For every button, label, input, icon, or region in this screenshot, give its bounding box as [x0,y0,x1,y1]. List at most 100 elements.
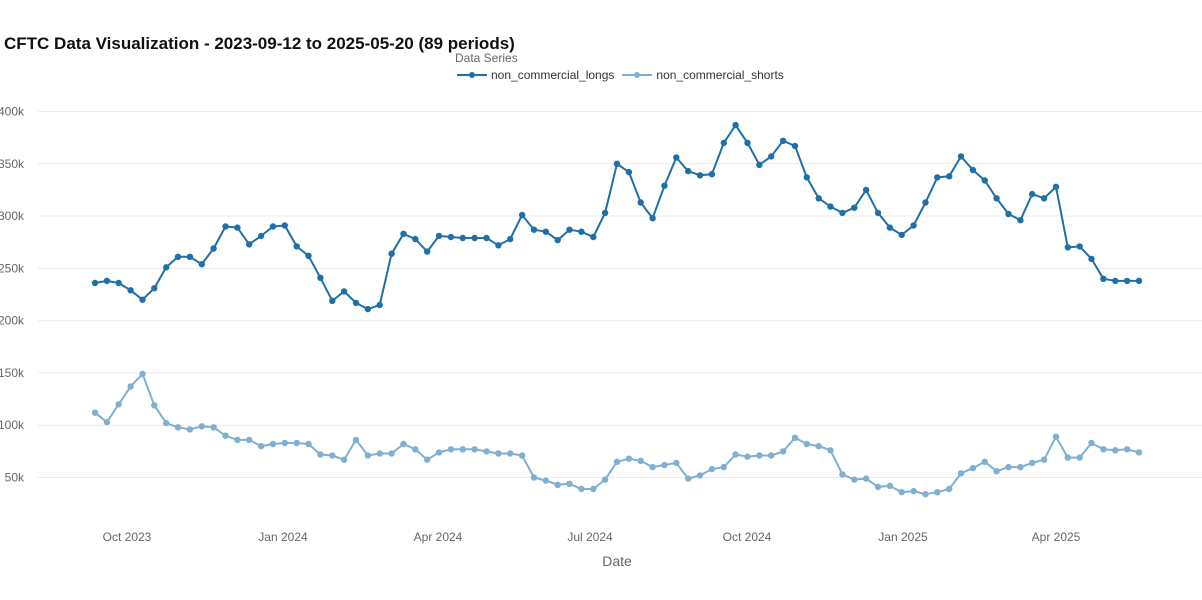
data-point[interactable] [910,222,917,229]
data-point[interactable] [1088,255,1095,263]
data-point[interactable] [530,474,538,481]
data-point[interactable] [1112,277,1119,285]
data-point[interactable] [922,199,929,206]
data-point[interactable] [744,453,751,460]
data-point[interactable] [696,172,704,179]
data-point[interactable] [459,234,466,242]
data-point[interactable] [756,161,763,168]
data-point[interactable] [922,491,929,498]
data-point[interactable] [447,446,455,453]
data-point[interactable] [400,230,407,237]
data-point[interactable] [281,439,288,447]
data-point[interactable] [981,458,988,465]
data-point[interactable] [661,182,668,189]
data-point[interactable] [957,153,965,160]
data-point[interactable] [186,253,194,260]
data-point[interactable] [495,450,502,457]
data-point[interactable] [1040,456,1048,463]
data-point[interactable] [969,166,977,174]
data-point[interactable] [1076,243,1083,250]
data-point[interactable] [210,424,217,431]
data-point[interactable] [1112,447,1119,454]
data-point[interactable] [1100,275,1107,282]
data-point[interactable] [376,450,383,457]
data-point[interactable] [530,226,538,233]
data-point[interactable] [305,252,312,259]
data-point[interactable] [839,471,846,478]
data-point[interactable] [424,456,431,463]
data-point[interactable] [993,195,1000,202]
data-point[interactable] [601,476,609,483]
data-point[interactable] [293,243,300,250]
data-point[interactable] [495,242,502,249]
data-point[interactable] [957,470,965,477]
data-point[interactable] [246,436,253,444]
data-point[interactable] [969,464,977,472]
data-point[interactable] [483,234,490,242]
data-point[interactable] [115,401,122,408]
data-point[interactable] [673,459,680,467]
data-point[interactable] [115,279,122,287]
data-point[interactable] [779,448,787,455]
data-point[interactable] [198,261,205,268]
data-point[interactable] [507,235,514,243]
data-point[interactable] [720,139,727,147]
data-point[interactable] [934,174,941,181]
data-point[interactable] [637,199,644,206]
data-point[interactable] [329,297,336,304]
data-point[interactable] [839,209,846,217]
data-point[interactable] [1100,446,1107,453]
data-point[interactable] [851,204,858,211]
data-point[interactable] [1017,463,1024,471]
data-point[interactable] [210,245,217,252]
data-point[interactable] [732,121,739,129]
data-point[interactable] [174,424,182,431]
data-point[interactable] [352,299,360,307]
data-point[interactable] [1064,244,1072,251]
data-point[interactable] [613,160,621,167]
data-point[interactable] [566,480,573,487]
data-point[interactable] [542,228,549,235]
data-point[interactable] [234,224,241,231]
data-point[interactable] [696,472,704,479]
data-point[interactable] [246,241,253,248]
data-point[interactable] [1005,463,1012,471]
data-point[interactable] [139,370,146,378]
data-point[interactable] [649,463,656,471]
data-point[interactable] [1135,277,1143,285]
data-point[interactable] [376,301,383,309]
data-point[interactable] [708,171,716,178]
data-point[interactable] [625,455,633,462]
data-point[interactable] [364,305,372,313]
data-point[interactable] [91,279,99,287]
data-point[interactable] [803,174,810,181]
data-point[interactable] [1088,439,1095,447]
data-point[interactable] [578,485,585,493]
data-point[interactable] [862,186,870,194]
data-point[interactable] [779,137,787,144]
data-point[interactable] [1052,183,1060,190]
data-point[interactable] [459,446,466,453]
data-point[interactable] [269,223,277,230]
data-point[interactable] [257,232,265,240]
data-point[interactable] [471,234,478,242]
data-point[interactable] [1017,217,1024,224]
data-point[interactable] [886,224,894,231]
data-point[interactable] [803,440,810,448]
data-point[interactable] [388,450,395,457]
data-point[interactable] [1123,277,1131,285]
data-point[interactable] [471,446,478,453]
data-point[interactable] [946,485,953,493]
data-point[interactable] [163,419,170,427]
data-point[interactable] [400,440,407,448]
data-point[interactable] [435,232,443,240]
data-point[interactable] [127,287,134,294]
data-point[interactable] [874,483,882,491]
data-point[interactable] [791,434,799,441]
data-point[interactable] [862,475,870,482]
data-point[interactable] [981,177,988,184]
legend[interactable]: non_commercial_longs non_commercial_shor… [457,68,792,82]
data-point[interactable] [874,209,882,217]
data-point[interactable] [186,426,194,433]
